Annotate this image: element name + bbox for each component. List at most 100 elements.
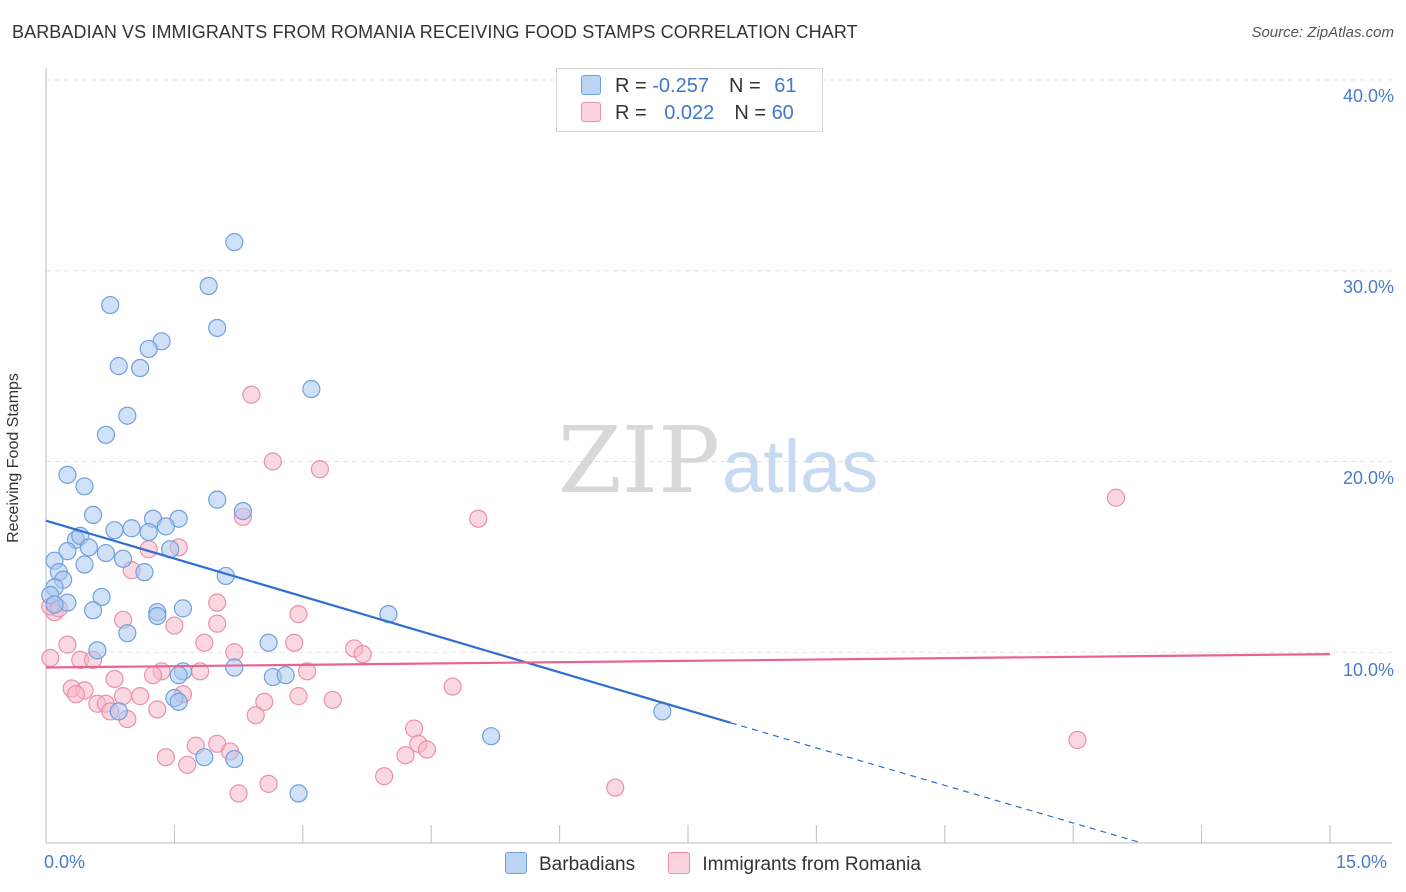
- barbadian-point: [75, 477, 94, 496]
- barbadian-point: [109, 357, 128, 376]
- romania-point: [1106, 488, 1126, 507]
- romania-point: [242, 385, 261, 404]
- barbadian-point: [169, 692, 188, 711]
- romania-point: [289, 687, 308, 706]
- romania-point: [255, 692, 274, 711]
- chart-title: BARBADIAN VS IMMIGRANTS FROM ROMANIA REC…: [12, 22, 858, 42]
- romania-point: [165, 616, 184, 635]
- legend-swatch-blue: [581, 75, 601, 95]
- romania-point: [310, 460, 330, 479]
- romania-point: [156, 748, 175, 767]
- romania-point: [178, 755, 197, 774]
- barbadian-point: [58, 465, 77, 484]
- axes: [45, 68, 1392, 844]
- x-tick-label: 0.0%: [44, 852, 86, 872]
- barbadian-point: [83, 601, 103, 620]
- barbadian-point: [83, 505, 103, 525]
- romania-point: [148, 700, 167, 719]
- barbadian-point: [75, 555, 94, 574]
- romania-point: [195, 633, 214, 652]
- romania-point: [289, 604, 308, 624]
- romania-point: [443, 677, 462, 696]
- n-value-barbadians: 61: [774, 75, 797, 97]
- romania-point: [113, 687, 133, 706]
- x-tick-label: 15.0%: [1336, 852, 1388, 872]
- trend-line-barbadians-extension: [730, 722, 1142, 844]
- romania-point: [285, 633, 304, 652]
- romania-point: [229, 784, 248, 803]
- romania-point: [417, 740, 437, 759]
- romania-point: [105, 669, 124, 689]
- source-credit: Source: ZipAtlas.com: [1251, 24, 1394, 41]
- trend-line-barbadians: [45, 519, 732, 724]
- trend-line-romania: [45, 653, 1331, 669]
- barbadian-point: [105, 521, 124, 540]
- barbadian-point: [225, 658, 244, 677]
- romania-point: [1068, 730, 1087, 750]
- romania-point: [263, 452, 282, 471]
- romania-point: [143, 666, 163, 685]
- barbadian-point: [148, 606, 167, 626]
- barbadian-point: [139, 339, 158, 359]
- barbadian-point: [199, 276, 218, 296]
- legend-swatch-blue: [505, 852, 527, 874]
- watermark-atlas: atlas: [722, 425, 878, 508]
- barbadian-point: [131, 358, 150, 378]
- legend-row-barbadians: R = -0.257 N = 61: [581, 75, 796, 101]
- romania-point: [396, 746, 415, 765]
- y-tick-label: 40.0%: [1342, 86, 1394, 106]
- barbadian-point: [58, 542, 77, 561]
- barbadian-point: [122, 519, 141, 538]
- y-tick-label: 30.0%: [1342, 277, 1394, 297]
- romania-point: [469, 509, 488, 528]
- barbadian-point: [482, 727, 501, 746]
- romania-point: [225, 643, 244, 662]
- barbadian-point: [208, 490, 227, 509]
- barbadian-point: [109, 702, 128, 721]
- series-barbadians-points: [41, 233, 672, 803]
- romania-point: [297, 662, 317, 681]
- barbadian-point: [169, 666, 188, 685]
- barbadian-point: [225, 233, 244, 252]
- barbadian-point: [96, 543, 116, 563]
- series-romania-points: [41, 385, 1126, 803]
- legend-swatch-pink: [581, 102, 601, 122]
- barbadian-point: [173, 599, 193, 618]
- romania-point: [606, 778, 625, 797]
- n-value-romania: 60: [771, 102, 794, 124]
- stats-legend: R = -0.257 N = 61 R = 0.022 N = 60: [556, 68, 823, 132]
- r-value-romania: 0.022: [664, 102, 715, 124]
- romania-point: [208, 614, 227, 633]
- barbadian-point: [289, 784, 308, 803]
- series-legend: Barbadians Immigrants from Romania: [505, 852, 949, 876]
- barbadian-point: [96, 425, 116, 444]
- barbadian-point: [79, 538, 98, 557]
- legend-item-barbadians: Barbadians: [505, 852, 635, 876]
- barbadian-point: [113, 549, 133, 568]
- romania-point: [131, 687, 150, 706]
- barbadian-point: [45, 595, 64, 614]
- romania-point: [375, 767, 394, 786]
- y-tick-label: 10.0%: [1342, 660, 1394, 680]
- barbadian-point: [208, 318, 227, 338]
- romania-point: [246, 706, 265, 725]
- romania-point: [41, 648, 60, 668]
- romania-point: [208, 593, 227, 612]
- trend-lines: [45, 519, 1331, 844]
- barbadian-point: [195, 748, 214, 767]
- romania-point: [353, 645, 372, 664]
- barbadian-point: [118, 624, 137, 643]
- barbadian-point: [259, 633, 278, 652]
- barbadian-point: [92, 587, 111, 607]
- barbadian-point: [118, 406, 137, 425]
- legend-row-romania: R = 0.022 N = 60: [581, 102, 794, 128]
- barbadian-point: [88, 641, 107, 660]
- barbadian-point: [276, 666, 295, 685]
- barbadian-point: [225, 749, 244, 769]
- barbadian-point: [156, 517, 175, 536]
- barbadian-point: [135, 563, 154, 582]
- romania-point: [404, 719, 424, 738]
- legend-swatch-pink: [668, 852, 691, 874]
- y-tick-label: 20.0%: [1342, 468, 1394, 488]
